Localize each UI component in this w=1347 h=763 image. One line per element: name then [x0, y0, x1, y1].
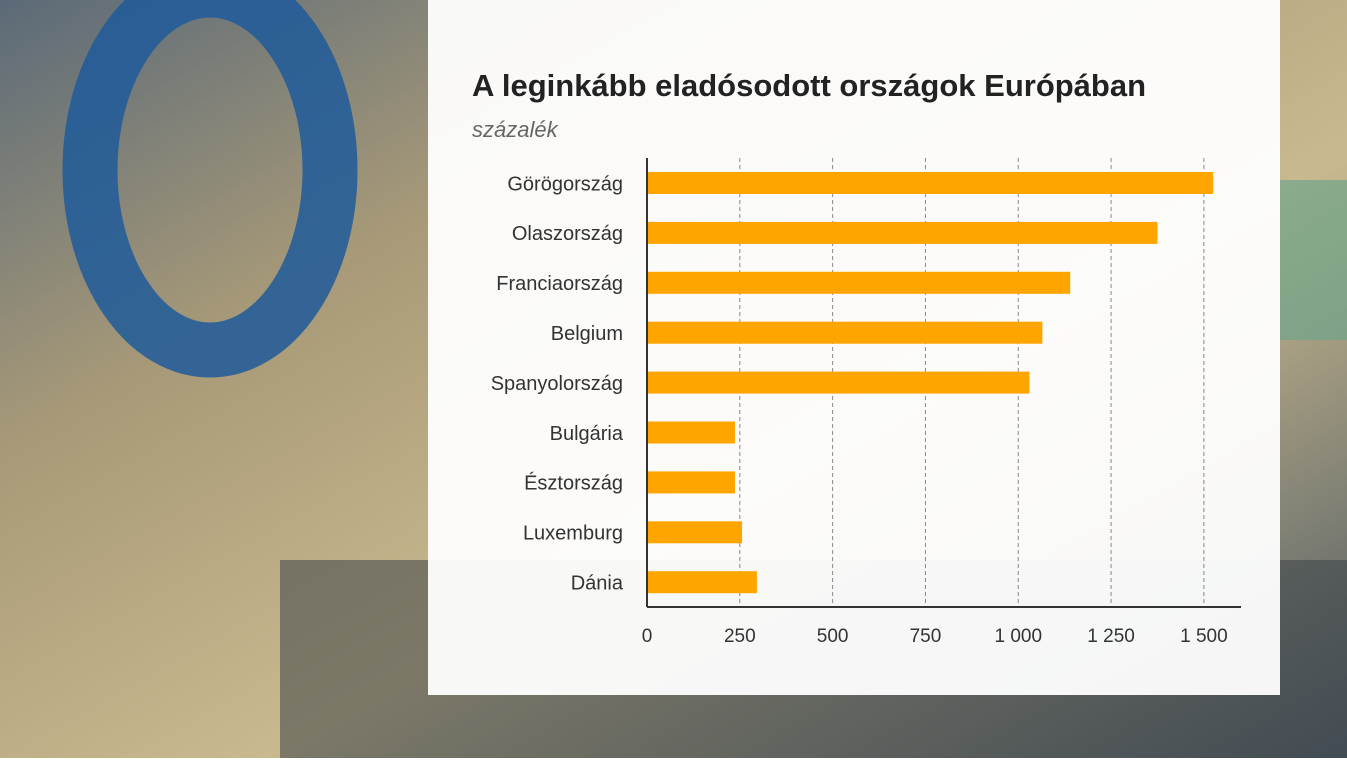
- y-tick-label: Spanyolország: [491, 373, 623, 395]
- chart-panel: [428, 0, 1280, 695]
- y-tick-label: Dánia: [571, 572, 624, 594]
- y-tick-label: Észtország: [524, 472, 623, 495]
- bar: [647, 521, 743, 544]
- x-tick-label: 1 500: [1180, 626, 1228, 647]
- y-tick-label: Franciaország: [496, 273, 623, 295]
- x-tick-label: 750: [910, 626, 942, 647]
- x-tick-label: 1 250: [1087, 626, 1135, 647]
- y-tick-label: Olaszország: [512, 223, 623, 245]
- y-tick-label: Luxemburg: [523, 523, 623, 545]
- bar: [647, 221, 1158, 244]
- bar: [647, 371, 1030, 394]
- bar: [647, 421, 735, 444]
- bar: [647, 571, 757, 594]
- x-tick-label: 250: [724, 626, 756, 647]
- chart-title: A leginkább eladósodott országok Európáb…: [472, 68, 1146, 103]
- background-decoration: [1280, 180, 1347, 340]
- x-tick-label: 0: [642, 626, 653, 647]
- x-tick-label: 1 000: [994, 626, 1042, 647]
- bar: [647, 271, 1071, 294]
- bar: [647, 321, 1043, 344]
- y-tick-label: Bulgária: [550, 423, 624, 445]
- bar: [647, 172, 1214, 194]
- background-decoration: [62, 0, 358, 378]
- y-tick-label: Görögország: [507, 173, 623, 195]
- bar: [647, 471, 735, 494]
- y-tick-label: Belgium: [551, 323, 623, 345]
- chart-subtitle: százalék: [472, 117, 559, 142]
- x-tick-label: 500: [817, 626, 849, 647]
